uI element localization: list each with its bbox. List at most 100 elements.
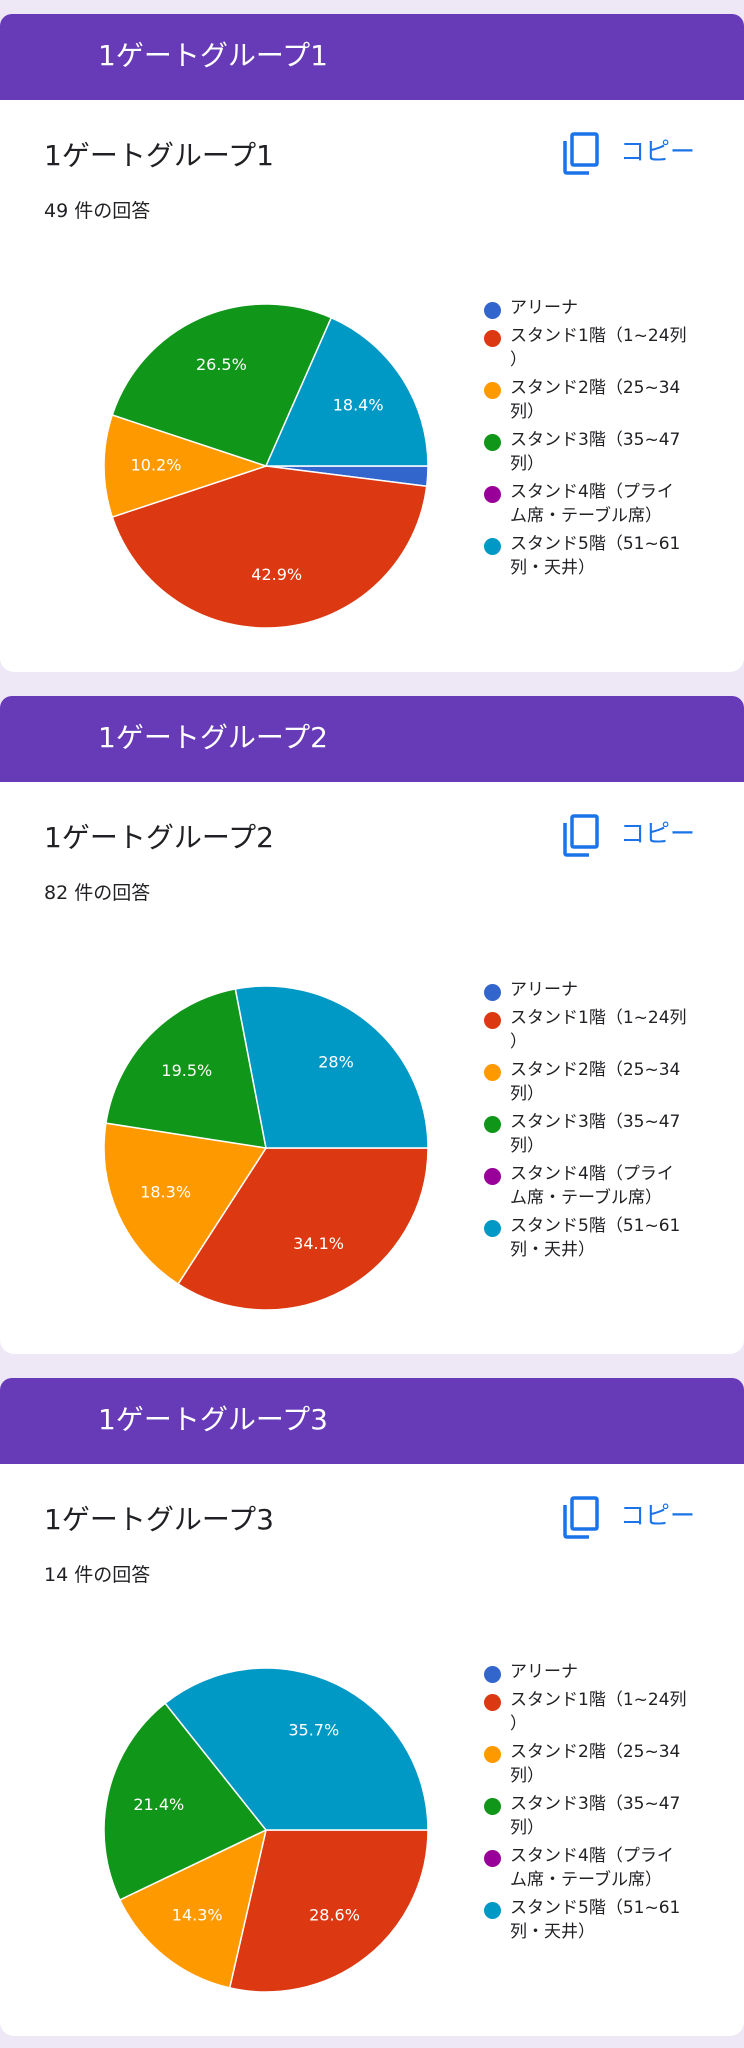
legend-label: スタンド2階（25~34列） xyxy=(510,1742,681,1786)
legend-item: スタンド4階（プライム席・テーブル席） xyxy=(480,1844,730,1892)
legend-swatch xyxy=(484,1064,501,1081)
copy-label: コピー xyxy=(620,819,696,848)
section-header: 1ゲートグループ1 xyxy=(0,14,744,100)
legend-label: スタンド1階（1~24列） xyxy=(510,1008,687,1052)
legend-label: スタンド1階（1~24列） xyxy=(510,326,687,370)
section-header-title: 1ゲートグループ1 xyxy=(98,39,328,72)
legend-label: スタンド2階（25~34列） xyxy=(510,1060,681,1104)
legend-swatch xyxy=(484,1798,501,1815)
legend-label: スタンド4階（プライム席・テーブル席） xyxy=(510,1164,674,1208)
response-count: 49 件の回答 xyxy=(44,200,151,222)
copy-icon xyxy=(563,814,599,857)
response-count: 14 件の回答 xyxy=(44,1564,151,1586)
pie-slice xyxy=(264,316,429,467)
legend-item: スタンド1階（1~24列） xyxy=(480,1006,730,1054)
legend-swatch xyxy=(484,1168,501,1185)
pie-slice xyxy=(111,465,428,629)
legend-label: アリーナ xyxy=(510,980,578,1000)
response-count: 82 件の回答 xyxy=(44,882,151,904)
legend-swatch xyxy=(484,1850,501,1867)
section-header-title: 1ゲートグループ2 xyxy=(98,721,328,754)
legend-item: スタンド1階（1~24列） xyxy=(480,1688,730,1736)
copy-button[interactable]: コピー xyxy=(562,130,722,176)
pie-slice xyxy=(234,985,429,1149)
pie-slice-label: 35.7% xyxy=(288,1720,339,1739)
pie-chart: 42.9% 10.2% 26.5% 18.4% xyxy=(103,303,429,629)
legend-label: スタンド1階（1~24列） xyxy=(510,1690,687,1734)
pie-slice xyxy=(164,1667,429,1831)
legend-item: スタンド4階（プライム席・テーブル席） xyxy=(480,480,730,528)
pie-slice xyxy=(103,1702,268,1901)
pie-chart: 34.1% 18.3% 19.5% 28% xyxy=(103,985,429,1311)
legend-label: スタンド4階（プライム席・テーブル席） xyxy=(510,1846,674,1890)
legend-swatch xyxy=(484,330,501,347)
legend-label: スタンド5階（51~61列・天井） xyxy=(510,534,681,578)
legend-swatch xyxy=(484,1116,501,1133)
legend-label: スタンド2階（25~34列） xyxy=(510,378,681,422)
pie-chart: 28.6% 14.3% 21.4% 35.7% xyxy=(103,1667,429,1993)
legend-swatch xyxy=(484,382,501,399)
legend-label: スタンド4階（プライム席・テーブル席） xyxy=(510,482,674,526)
legend-item: アリーナ xyxy=(480,296,730,320)
pie-slice-label: 28% xyxy=(318,1053,354,1072)
legend-swatch xyxy=(484,1220,501,1237)
section-group-2: 1ゲートグループ2 1ゲートグループ2 82 件の回答 コピー 34.1% 18.… xyxy=(0,696,744,1354)
legend-item: スタンド4階（プライム席・テーブル席） xyxy=(480,1162,730,1210)
chart-legend: アリーナスタンド1階（1~24列） スタンド2階（25~34列） スタンド3階（35… xyxy=(480,1660,730,1948)
legend-swatch xyxy=(484,302,501,319)
legend-swatch xyxy=(484,1012,501,1029)
question-title: 1ゲートグループ1 xyxy=(44,139,274,172)
pie-slice-label: 28.6% xyxy=(309,1906,360,1925)
chart-legend: アリーナスタンド1階（1~24列） スタンド2階（25~34列） スタンド3階（35… xyxy=(480,978,730,1266)
legend-swatch xyxy=(484,486,501,503)
copy-button[interactable]: コピー xyxy=(562,812,722,858)
section-header: 1ゲートグループ2 xyxy=(0,696,744,782)
section-group-1: 1ゲートグループ1 1ゲートグループ1 49 件の回答 コピー 42.9% 10.… xyxy=(0,14,744,672)
legend-label: スタンド5階（51~61列・天井） xyxy=(510,1898,681,1942)
pie-slice-label: 18.4% xyxy=(333,395,384,414)
question-card: 1ゲートグループ2 82 件の回答 コピー 34.1% 18.3% 19.5% 28%… xyxy=(0,782,744,1354)
pie-slice-label: 34.1% xyxy=(293,1234,344,1253)
section-header: 1ゲートグループ3 xyxy=(0,1378,744,1464)
legend-label: スタンド3階（35~47列） xyxy=(510,1112,681,1156)
pie-slice-label: 42.9% xyxy=(251,565,302,584)
legend-item: スタンド3階（35~47列） xyxy=(480,1792,730,1840)
legend-swatch xyxy=(484,984,501,1001)
pie-slice-label: 19.5% xyxy=(161,1061,212,1080)
copy-label: コピー xyxy=(620,1501,696,1530)
question-card: 1ゲートグループ1 49 件の回答 コピー 42.9% 10.2% 26.5% 18.… xyxy=(0,100,744,672)
copy-label: コピー xyxy=(620,137,696,166)
legend-swatch xyxy=(484,434,501,451)
pie-slice-label: 26.5% xyxy=(196,355,247,374)
chart-legend: アリーナスタンド1階（1~24列） スタンド2階（25~34列） スタンド3階（35… xyxy=(480,296,730,584)
copy-icon xyxy=(563,132,599,175)
legend-label: スタンド3階（35~47列） xyxy=(510,430,681,474)
pie-slice-label: 14.3% xyxy=(172,1905,223,1924)
legend-item: スタンド2階（25~34列） xyxy=(480,1058,730,1106)
legend-item: スタンド5階（51~61列・天井） xyxy=(480,1896,730,1944)
pie-slice-label: 18.3% xyxy=(140,1182,191,1201)
legend-item: アリーナ xyxy=(480,978,730,1002)
legend-swatch xyxy=(484,538,501,555)
legend-item: スタンド2階（25~34列） xyxy=(480,1740,730,1788)
question-title: 1ゲートグループ2 xyxy=(44,821,274,854)
legend-label: スタンド5階（51~61列・天井） xyxy=(510,1216,681,1260)
question-card: 1ゲートグループ3 14 件の回答 コピー 28.6% 14.3% 21.4% 35.… xyxy=(0,1464,744,2036)
pie-slice xyxy=(228,1829,429,1993)
legend-item: アリーナ xyxy=(480,1660,730,1684)
copy-button[interactable]: コピー xyxy=(562,1494,722,1540)
legend-item: スタンド5階（51~61列・天井） xyxy=(480,532,730,580)
legend-swatch xyxy=(484,1666,501,1683)
legend-swatch xyxy=(484,1902,501,1919)
question-title: 1ゲートグループ3 xyxy=(44,1503,274,1536)
legend-label: スタンド3階（35~47列） xyxy=(510,1794,681,1838)
legend-item: スタンド3階（35~47列） xyxy=(480,1110,730,1158)
copy-icon xyxy=(563,1496,599,1539)
legend-item: スタンド3階（35~47列） xyxy=(480,428,730,476)
pie-slice xyxy=(103,414,269,518)
legend-item: スタンド2階（25~34列） xyxy=(480,376,730,424)
pie-slice xyxy=(111,303,333,467)
pie-slice xyxy=(103,1122,268,1286)
legend-swatch xyxy=(484,1694,501,1711)
legend-label: アリーナ xyxy=(510,1662,578,1682)
